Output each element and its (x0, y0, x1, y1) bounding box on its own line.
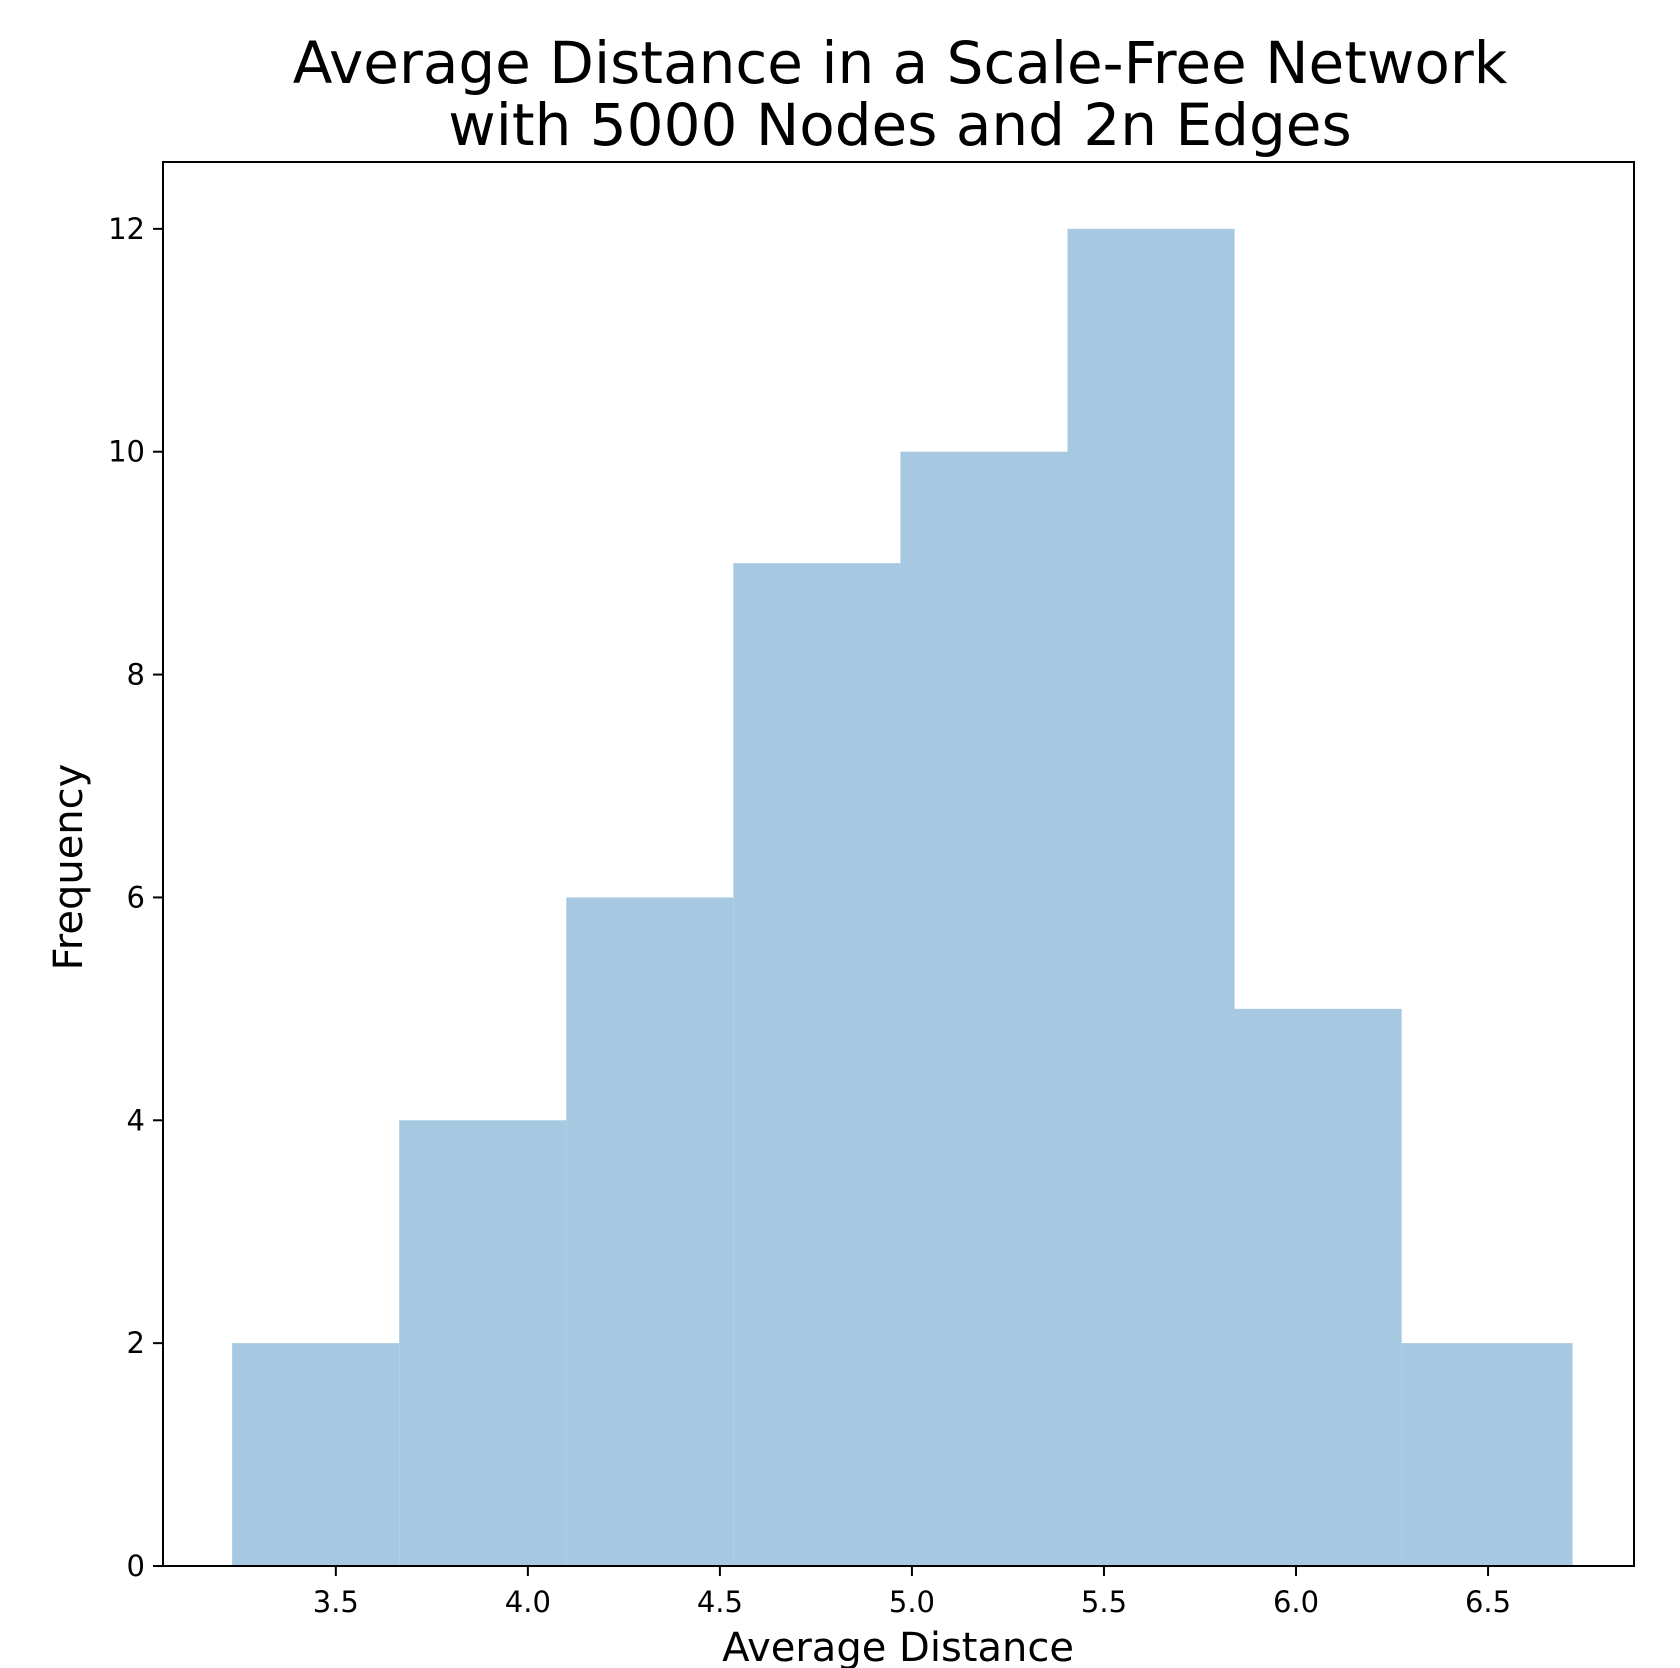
histogram-bar (1067, 228, 1235, 1566)
chart-title-line-1: Average Distance in a Scale-Free Network (293, 29, 1508, 97)
x-tick-label: 6.5 (1465, 1585, 1511, 1619)
x-tick-label: 4.0 (505, 1585, 551, 1619)
x-axis-ticks: 3.5 4.0 4.5 5.0 5.5 6.0 6.5 (313, 1566, 1511, 1619)
x-tick-label: 6.0 (1273, 1585, 1319, 1619)
y-axis-ticks: 0 2 4 6 8 10 12 (108, 212, 163, 1583)
histogram-bars (232, 228, 1573, 1566)
x-tick-label: 5.0 (889, 1585, 935, 1619)
y-tick-label: 6 (127, 880, 145, 914)
histogram-bar (733, 563, 901, 1566)
y-tick-label: 2 (127, 1326, 145, 1360)
histogram-bar (399, 1120, 567, 1566)
histogram-bar (1234, 1008, 1402, 1566)
histogram-bar (1401, 1343, 1573, 1566)
histogram-bar (232, 1343, 400, 1566)
y-tick-label: 4 (127, 1103, 145, 1137)
plot-frame (162, 161, 1635, 1567)
x-tick-label: 4.5 (697, 1585, 743, 1619)
y-axis-label: Frequency (46, 764, 92, 971)
histogram-bar (566, 897, 734, 1566)
x-axis-label: Average Distance (722, 1625, 1074, 1668)
x-tick-label: 3.5 (313, 1585, 359, 1619)
x-tick-label: 5.5 (1081, 1585, 1127, 1619)
y-tick-label: 8 (127, 658, 145, 692)
histogram-bar (900, 451, 1068, 1566)
y-tick-label: 0 (127, 1549, 145, 1583)
y-tick-label: 12 (108, 212, 145, 246)
y-tick-label: 10 (108, 435, 145, 469)
chart-title-line-2: with 5000 Nodes and 2n Edges (448, 91, 1351, 159)
